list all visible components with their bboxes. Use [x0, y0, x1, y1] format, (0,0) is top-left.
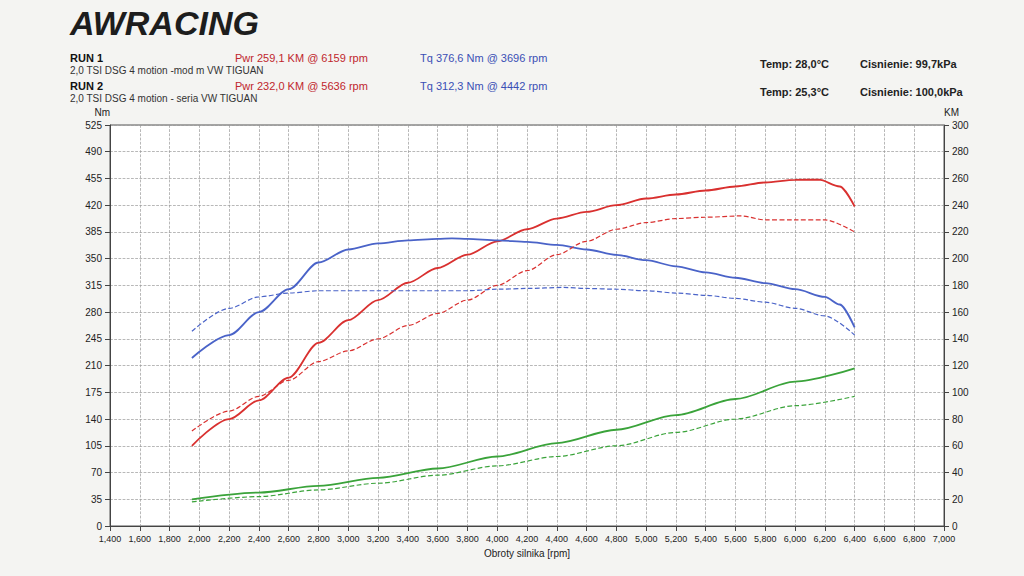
svg-text:4,400: 4,400: [546, 534, 569, 544]
svg-text:5,200: 5,200: [665, 534, 688, 544]
svg-text:Cisnienie: 100,0kPa: Cisnienie: 100,0kPa: [860, 86, 964, 98]
svg-text:AWRACING: AWRACING: [69, 4, 259, 42]
svg-text:20: 20: [952, 494, 964, 505]
svg-text:2,200: 2,200: [218, 534, 241, 544]
svg-text:Cisnienie: 99,7kPa: Cisnienie: 99,7kPa: [860, 58, 957, 70]
svg-text:2,000: 2,000: [188, 534, 211, 544]
svg-text:4,600: 4,600: [575, 534, 598, 544]
svg-text:140: 140: [85, 414, 102, 425]
svg-text:140: 140: [952, 333, 969, 344]
svg-text:5,800: 5,800: [754, 534, 777, 544]
svg-text:3,200: 3,200: [367, 534, 390, 544]
svg-text:120: 120: [952, 360, 969, 371]
svg-text:105: 105: [85, 440, 102, 451]
svg-text:2,800: 2,800: [307, 534, 330, 544]
svg-text:385: 385: [85, 226, 102, 237]
svg-text:Nm: Nm: [94, 107, 110, 118]
svg-text:280: 280: [85, 307, 102, 318]
svg-text:280: 280: [952, 146, 969, 157]
svg-text:60: 60: [952, 440, 964, 451]
svg-text:175: 175: [85, 387, 102, 398]
svg-text:3,000: 3,000: [337, 534, 360, 544]
svg-text:490: 490: [85, 146, 102, 157]
svg-text:Tq 312,3 Nm @ 4442 rpm: Tq 312,3 Nm @ 4442 rpm: [420, 80, 547, 92]
svg-text:200: 200: [952, 253, 969, 264]
svg-text:1,400: 1,400: [99, 534, 122, 544]
svg-text:4,800: 4,800: [605, 534, 628, 544]
svg-text:160: 160: [952, 307, 969, 318]
svg-text:100: 100: [952, 387, 969, 398]
svg-text:3,800: 3,800: [456, 534, 479, 544]
svg-text:4,200: 4,200: [516, 534, 539, 544]
svg-text:6,400: 6,400: [843, 534, 866, 544]
svg-text:3,600: 3,600: [426, 534, 449, 544]
svg-text:Obroty silnika [rpm]: Obroty silnika [rpm]: [484, 548, 570, 559]
svg-text:6,800: 6,800: [903, 534, 926, 544]
svg-text:5,600: 5,600: [724, 534, 747, 544]
svg-text:5,400: 5,400: [694, 534, 717, 544]
svg-text:Temp: 28,0°C: Temp: 28,0°C: [760, 58, 829, 70]
svg-text:1,800: 1,800: [158, 534, 181, 544]
svg-text:245: 245: [85, 333, 102, 344]
svg-text:350: 350: [85, 253, 102, 264]
svg-text:2,400: 2,400: [248, 534, 271, 544]
svg-text:4,000: 4,000: [486, 534, 509, 544]
svg-text:Tq 376,6 Nm @ 3696 rpm: Tq 376,6 Nm @ 3696 rpm: [420, 52, 547, 64]
svg-text:5,000: 5,000: [635, 534, 658, 544]
svg-text:KM: KM: [944, 107, 959, 118]
svg-text:40: 40: [952, 467, 964, 478]
svg-text:6,600: 6,600: [873, 534, 896, 544]
svg-text:525: 525: [85, 120, 102, 131]
svg-text:180: 180: [952, 280, 969, 291]
svg-text:RUN 2: RUN 2: [70, 80, 103, 92]
svg-text:7,000: 7,000: [933, 534, 956, 544]
svg-text:2,0 TSI DSG 4 motion -mod m VW: 2,0 TSI DSG 4 motion -mod m VW TIGUAN: [70, 65, 264, 76]
svg-text:240: 240: [952, 200, 969, 211]
svg-text:35: 35: [91, 494, 103, 505]
svg-text:3,400: 3,400: [397, 534, 420, 544]
svg-text:6,000: 6,000: [784, 534, 807, 544]
svg-text:455: 455: [85, 173, 102, 184]
svg-text:315: 315: [85, 280, 102, 291]
svg-text:0: 0: [96, 521, 102, 532]
svg-text:RUN 1: RUN 1: [70, 52, 103, 64]
svg-text:2,0 TSI DSG 4 motion - seria V: 2,0 TSI DSG 4 motion - seria VW TIGUAN: [70, 93, 257, 104]
svg-text:260: 260: [952, 173, 969, 184]
svg-text:Pwr 232,0 KM @ 5636 rpm: Pwr 232,0 KM @ 5636 rpm: [235, 80, 368, 92]
svg-text:300: 300: [952, 120, 969, 131]
svg-text:6,200: 6,200: [814, 534, 837, 544]
svg-text:70: 70: [91, 467, 103, 478]
svg-text:0: 0: [952, 521, 958, 532]
svg-text:220: 220: [952, 226, 969, 237]
svg-text:Pwr 259,1 KM @ 6159 rpm: Pwr 259,1 KM @ 6159 rpm: [235, 52, 368, 64]
svg-text:210: 210: [85, 360, 102, 371]
svg-text:1,600: 1,600: [129, 534, 152, 544]
svg-text:80: 80: [952, 414, 964, 425]
svg-text:2,600: 2,600: [277, 534, 300, 544]
svg-text:Temp: 25,3°C: Temp: 25,3°C: [760, 86, 829, 98]
svg-text:420: 420: [85, 200, 102, 211]
